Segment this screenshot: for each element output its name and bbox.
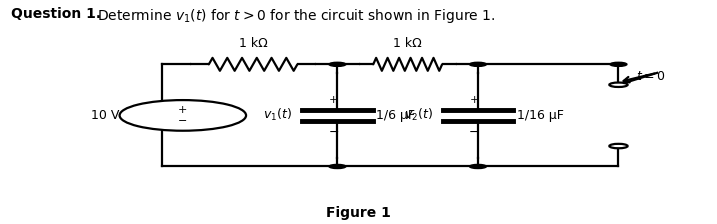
Circle shape xyxy=(470,164,486,168)
Circle shape xyxy=(329,62,346,66)
Text: Question 1.: Question 1. xyxy=(11,7,101,21)
Circle shape xyxy=(329,164,346,168)
Circle shape xyxy=(611,83,626,87)
Text: 1/6 μF: 1/6 μF xyxy=(376,109,415,122)
Text: Determine $v_1(t)$ for $t > 0$ for the circuit shown in Figure 1.: Determine $v_1(t)$ for $t > 0$ for the c… xyxy=(97,7,495,25)
Text: −: − xyxy=(328,126,339,139)
Circle shape xyxy=(610,62,627,66)
Text: 1/16 μF: 1/16 μF xyxy=(516,109,564,122)
Text: $t = 0$: $t = 0$ xyxy=(636,70,665,83)
Text: 1 kΩ: 1 kΩ xyxy=(239,37,267,50)
Text: 10 V: 10 V xyxy=(91,109,120,122)
Text: $v_1(t)$: $v_1(t)$ xyxy=(263,107,292,123)
Circle shape xyxy=(470,62,486,66)
Text: 1 kΩ: 1 kΩ xyxy=(394,37,422,50)
Text: +: + xyxy=(178,105,188,115)
Circle shape xyxy=(611,144,626,148)
Text: +: + xyxy=(329,95,338,105)
Text: +: + xyxy=(470,95,479,105)
Text: $v_2(t)$: $v_2(t)$ xyxy=(404,107,432,123)
Text: −: − xyxy=(178,116,188,126)
Text: Figure 1: Figure 1 xyxy=(326,206,391,220)
Text: −: − xyxy=(469,126,480,139)
